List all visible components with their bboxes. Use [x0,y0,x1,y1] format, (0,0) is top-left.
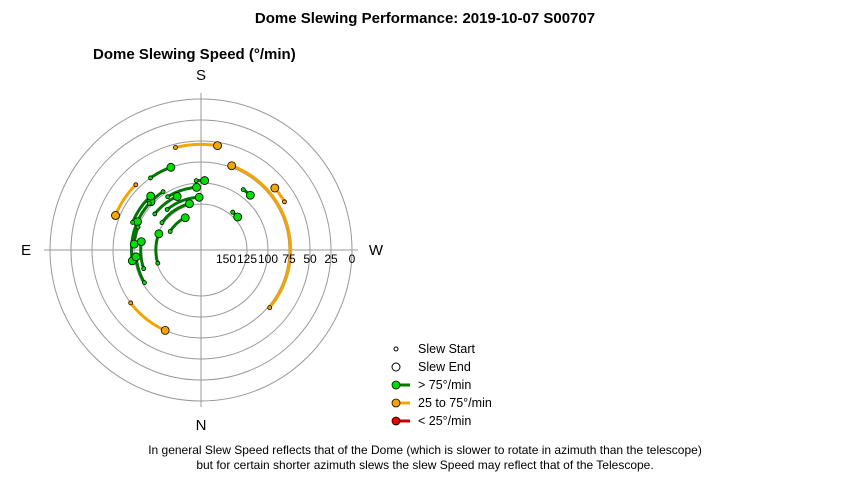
slew-start-marker [240,187,246,193]
slew-track [160,202,191,225]
legend-item-slow: < 25°/min [390,412,471,430]
slew-track [173,142,219,149]
slew-start-marker [282,199,287,205]
slew-start-marker [193,178,199,184]
slew-end-marker [172,192,182,201]
legend-item-medium: 25 to 75°/min [390,394,492,412]
slew-end-marker-icon [391,362,401,372]
slew-start-marker [142,280,147,286]
slew-end-marker [233,212,243,222]
legend-item-fast: > 75°/min [390,376,471,394]
radial-tick-label: 50 [303,252,317,266]
page-title: Dome Slewing Performance: 2019-10-07 S00… [254,10,596,27]
radial-tick-label: 75 [282,252,296,266]
legend-item-slew-start: Slew Start [390,340,475,358]
footnote-line-1: In general Slew Speed reflects that of t… [148,443,702,457]
slew-end-marker [200,176,210,185]
slew-track [129,301,167,332]
slew-start-marker [133,182,139,188]
legend-label: < 25°/min [418,414,472,428]
compass-label-bottom: N [196,417,207,434]
legend-label: Slew Start [418,342,475,356]
slew-start-marker [146,201,152,206]
slew-end-marker [111,211,120,220]
slew-start-marker [135,224,141,230]
slew-end-marker [146,191,156,201]
compass-label-left: E [21,242,31,259]
slow-speed-icon [391,416,410,426]
radial-ticks: 150 125 100 75 50 25 0 [216,252,356,266]
slew-end-marker [194,192,204,202]
compass-label-right: W [369,242,384,259]
slew-start-marker [130,219,136,225]
slew-end-marker [154,229,164,239]
legend-label: > 75°/min [418,378,472,392]
slew-start-marker [141,266,147,272]
slew-track [165,195,201,212]
slew-end-marker [270,183,280,193]
slew-end-marker [192,182,202,192]
radial-tick-label: 25 [324,252,338,266]
slew-start-marker [267,305,273,311]
slew-start-marker-icon [393,346,399,352]
footnote-line-2: but for certain shorter azimuth slews th… [196,458,654,472]
slew-start-marker [148,175,153,181]
slew-start-marker [159,220,165,226]
slew-start-marker [164,207,170,213]
polar-grid [44,93,358,407]
slew-end-marker [213,141,222,151]
slew-end-marker [245,190,255,200]
slew-end-marker [180,213,190,223]
slew-end-marker [160,325,170,335]
slew-track [166,185,199,199]
slew-start-marker [128,300,134,306]
slew-end-marker [185,199,194,209]
slew-start-marker [155,260,161,266]
slew-start-marker [167,229,173,234]
chart-title: Dome Slewing Speed (°/min) [93,46,296,63]
slew-markers [111,141,287,335]
slew-start-marker [152,211,158,217]
radial-tick-label: 125 [237,252,257,266]
slew-start-marker [160,189,166,195]
slew-track [139,240,146,271]
slew-start-marker [165,194,171,200]
slew-end-marker [227,161,237,171]
legend-label: 25 to 75°/min [418,396,492,410]
footnote: In general Slew Speed reflects that of t… [0,443,850,473]
radial-tick-label: 0 [349,252,356,266]
slew-track [230,164,293,310]
slew-track [114,183,138,217]
slew-start-marker [173,145,178,150]
slew-end-marker [136,237,146,247]
slew-end-marker [166,162,176,172]
compass-label-top: S [196,67,206,84]
medium-speed-icon [391,398,410,408]
slew-track [153,195,179,216]
legend-label: Slew End [418,360,471,374]
legend-item-slew-end: Slew End [390,358,471,376]
fast-speed-icon [391,380,410,390]
slew-start-marker [230,209,236,215]
radial-tick-label: 150 [216,252,236,266]
slew-track [154,232,161,265]
slew-track [131,194,153,224]
radial-tick-label: 100 [258,252,278,266]
slew-end-marker [131,252,141,262]
